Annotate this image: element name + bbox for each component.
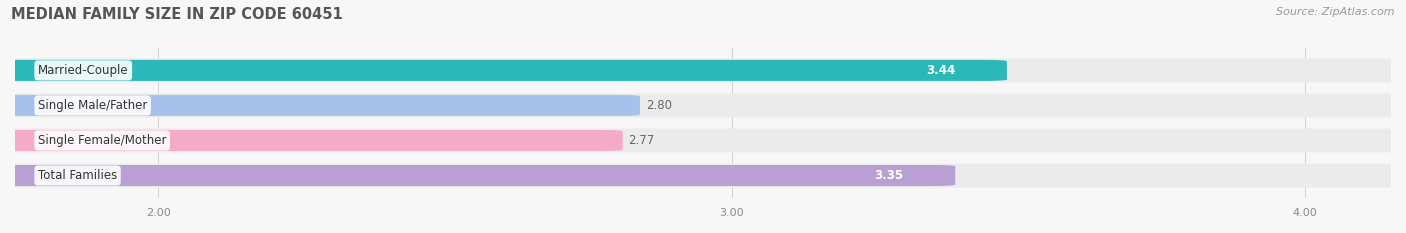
- FancyBboxPatch shape: [0, 93, 1406, 117]
- Text: 3.35: 3.35: [875, 169, 904, 182]
- Text: Total Families: Total Families: [38, 169, 117, 182]
- FancyBboxPatch shape: [0, 95, 640, 116]
- FancyBboxPatch shape: [0, 60, 1007, 81]
- Text: 3.44: 3.44: [927, 64, 955, 77]
- FancyBboxPatch shape: [0, 130, 623, 151]
- Text: MEDIAN FAMILY SIZE IN ZIP CODE 60451: MEDIAN FAMILY SIZE IN ZIP CODE 60451: [11, 7, 343, 22]
- Text: Single Male/Father: Single Male/Father: [38, 99, 148, 112]
- Text: Single Female/Mother: Single Female/Mother: [38, 134, 166, 147]
- Text: 2.77: 2.77: [628, 134, 655, 147]
- Text: Married-Couple: Married-Couple: [38, 64, 128, 77]
- Text: Source: ZipAtlas.com: Source: ZipAtlas.com: [1277, 7, 1395, 17]
- FancyBboxPatch shape: [0, 58, 1406, 82]
- Text: 2.80: 2.80: [645, 99, 672, 112]
- FancyBboxPatch shape: [0, 165, 955, 186]
- FancyBboxPatch shape: [0, 129, 1406, 152]
- FancyBboxPatch shape: [0, 164, 1406, 187]
